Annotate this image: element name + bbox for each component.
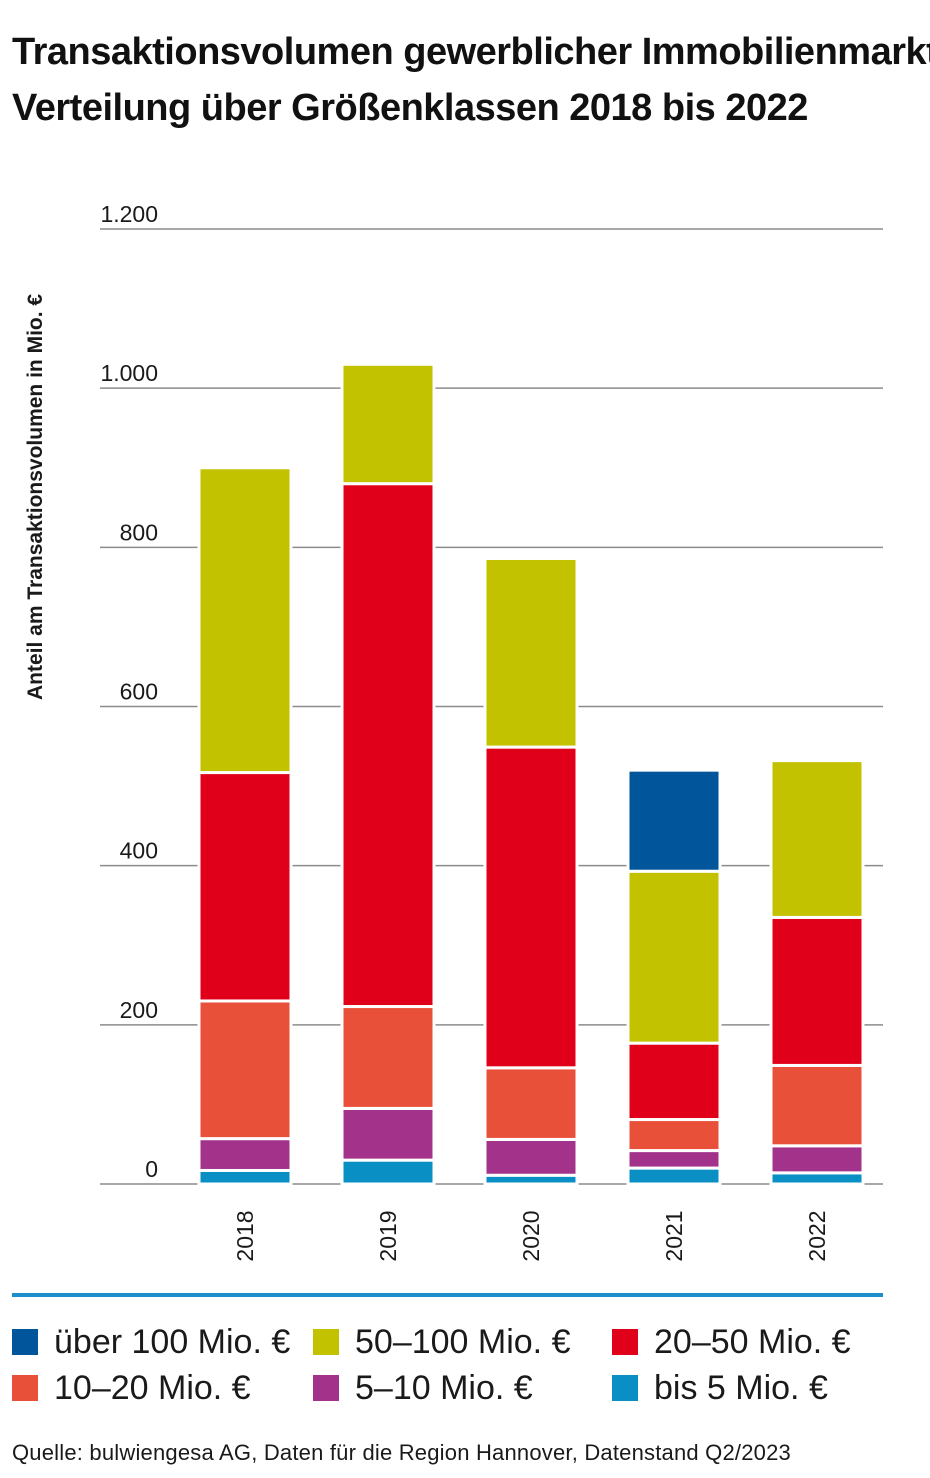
bar-segment — [483, 1137, 579, 1177]
y-tick-label: 200 — [120, 997, 158, 1023]
bar-segment — [626, 768, 722, 873]
bar-segment — [626, 1166, 722, 1186]
x-tick-label: 2021 — [661, 1210, 687, 1261]
bar-segment — [340, 482, 436, 1009]
bar-segment — [340, 362, 436, 486]
y-axis-label: Anteil am Transaktionsvolumen in Mio. € — [24, 293, 47, 700]
legend-label: 50–100 Mio. € — [355, 1322, 571, 1361]
legend-swatch — [12, 1375, 38, 1401]
legend-item-10-20: 10–20 Mio. € — [12, 1366, 251, 1410]
stacked-bar-chart: 0 200 400 600 800 1.000 1.200 2018 2019 2020 2021 2… — [100, 201, 883, 1262]
chart-title-line-2: Verteilung über Größenklassen 2018 bis 2… — [12, 87, 808, 129]
bar-segment — [197, 466, 293, 775]
y-tick-label: 600 — [120, 679, 158, 705]
legend-item-20-50: 20–50 Mio. € — [612, 1320, 851, 1364]
legend-swatch — [612, 1375, 638, 1401]
y-tick-label: 1.200 — [100, 201, 158, 227]
legend-label: 5–10 Mio. € — [355, 1368, 533, 1407]
bar-segment — [483, 556, 579, 749]
bar-segment — [626, 1118, 722, 1153]
bar-segment — [340, 1106, 436, 1162]
bar-segment — [769, 759, 865, 919]
bar-segment — [769, 1144, 865, 1175]
chart-title: Transaktionsvolumen gewerblicher Immobil… — [12, 24, 930, 136]
x-tick-label: 2018 — [232, 1210, 258, 1261]
y-tick-label: 1.000 — [100, 360, 158, 386]
legend-label: 20–50 Mio. € — [654, 1322, 851, 1361]
bar-segment — [769, 1171, 865, 1186]
bar-segment — [340, 1158, 436, 1186]
bar-segment — [626, 1149, 722, 1170]
chart-title-line-1: Transaktionsvolumen gewerblicher Immobil… — [12, 31, 930, 73]
legend-item-bis-5: bis 5 Mio. € — [612, 1366, 828, 1410]
legend-swatch — [313, 1375, 339, 1401]
legend-item-50-100: 50–100 Mio. € — [313, 1320, 571, 1364]
legend-swatch — [313, 1329, 339, 1355]
legend-item-over-100: über 100 Mio. € — [12, 1320, 290, 1364]
legend-item-5-10: 5–10 Mio. € — [313, 1366, 533, 1410]
bar-segment — [340, 1005, 436, 1110]
legend-swatch — [12, 1329, 38, 1355]
y-tick-label: 800 — [120, 519, 158, 545]
x-tick-label: 2019 — [375, 1210, 401, 1261]
bar-segment — [769, 915, 865, 1067]
legend-label: bis 5 Mio. € — [654, 1368, 828, 1407]
bar-segment — [626, 869, 722, 1045]
source-note: Quelle: bulwiengesa AG, Daten für die Re… — [12, 1440, 791, 1465]
y-tick-label: 400 — [120, 838, 158, 864]
x-tick-label: 2020 — [518, 1210, 544, 1261]
y-tick-label: 0 — [145, 1156, 158, 1182]
legend-label: 10–20 Mio. € — [54, 1368, 251, 1407]
bar-segment — [197, 999, 293, 1141]
legend-separator — [12, 1293, 883, 1297]
x-tick-label: 2022 — [804, 1210, 830, 1261]
legend-label: über 100 Mio. € — [54, 1322, 291, 1361]
bar-segment — [483, 1066, 579, 1141]
bar-segment — [197, 1168, 293, 1186]
bar-segment — [197, 771, 293, 1003]
bar-segment — [197, 1137, 293, 1172]
bar-segment — [626, 1041, 722, 1122]
bar-segment — [769, 1063, 865, 1148]
legend-swatch — [612, 1329, 638, 1355]
bar-segment — [483, 745, 579, 1070]
